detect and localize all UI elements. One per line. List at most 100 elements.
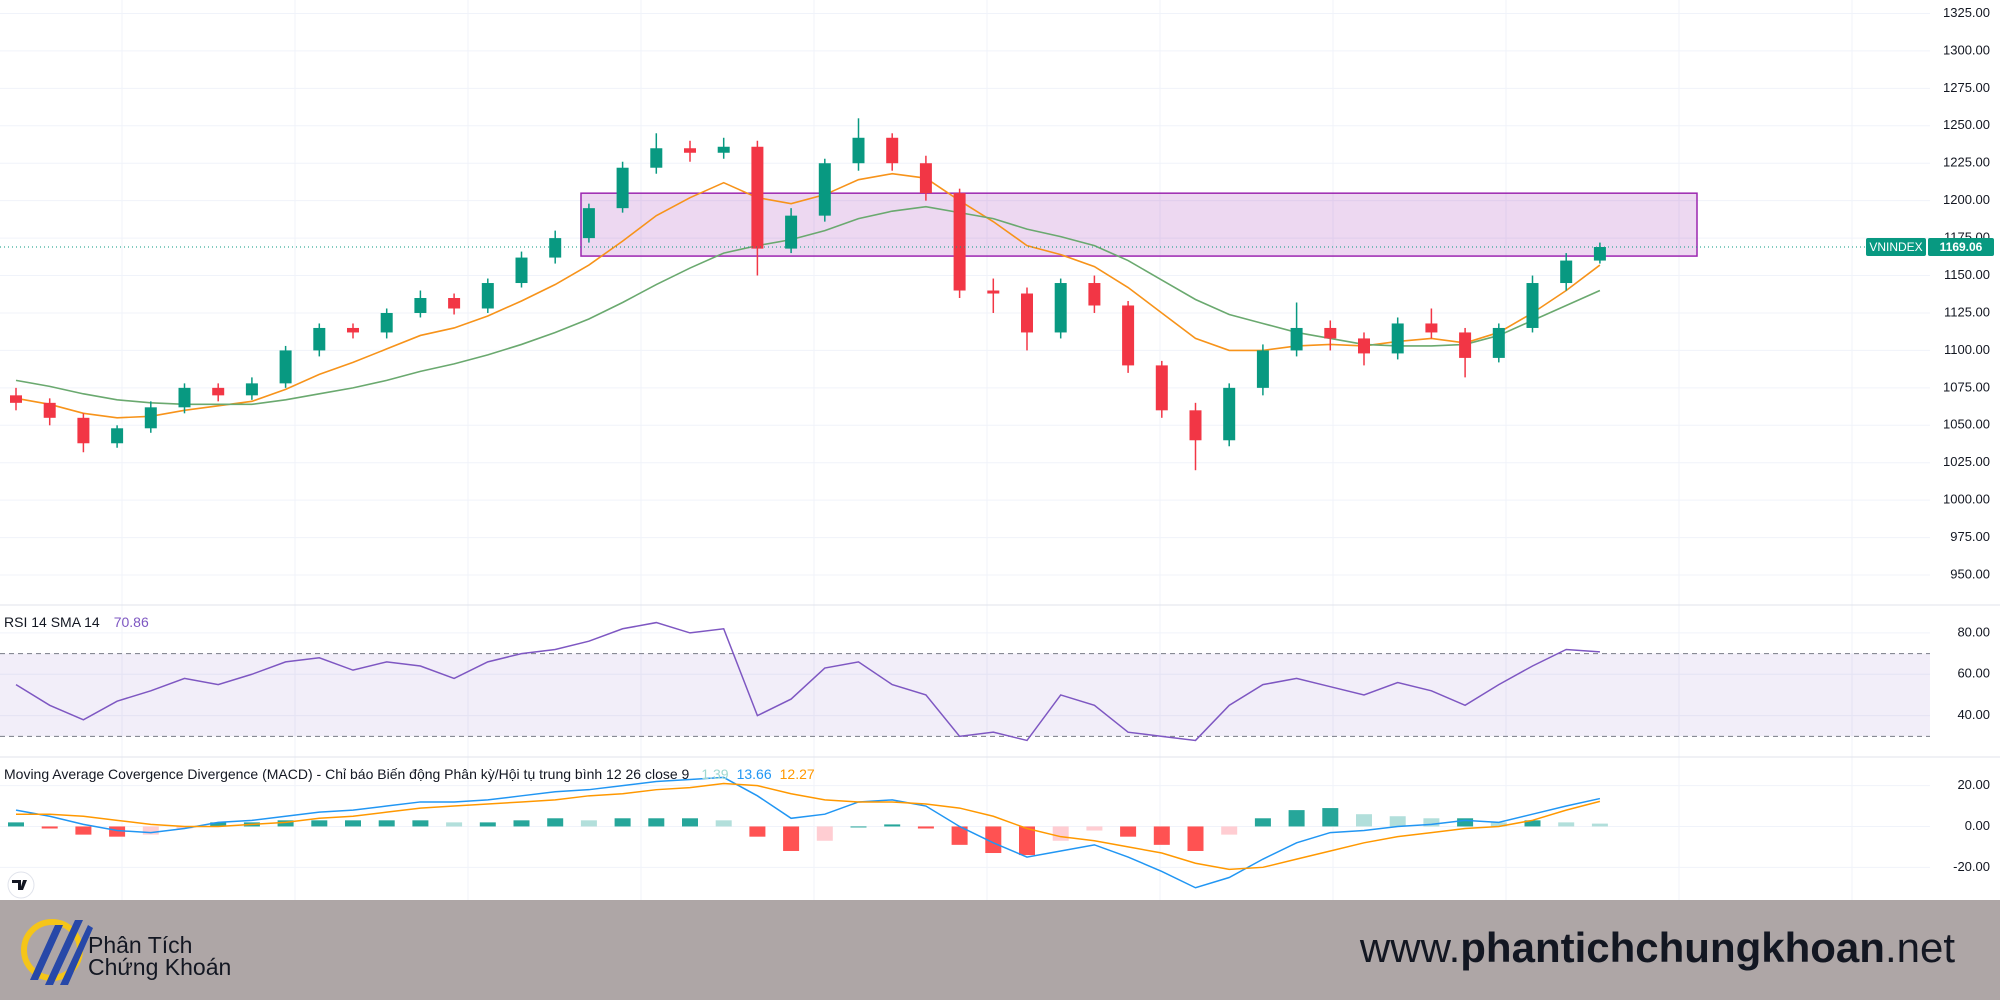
candle-body — [178, 387, 191, 408]
candle-body — [380, 312, 393, 333]
histogram-bar — [345, 820, 361, 827]
candle-body — [43, 402, 56, 418]
moving-average-line — [15, 172, 1601, 419]
histogram-bar — [1558, 822, 1575, 827]
candle-body — [212, 387, 225, 396]
candle-body — [650, 148, 663, 168]
candle-body — [1492, 327, 1505, 358]
candle-body — [751, 146, 764, 249]
histogram-bar — [985, 826, 1002, 854]
logo-text-line1: Phân Tích — [88, 932, 192, 958]
histogram-bar — [1187, 826, 1204, 851]
candle-body — [1088, 283, 1101, 306]
resistance-zone — [580, 192, 1698, 257]
histogram-bar — [1490, 822, 1507, 827]
histogram-bar — [311, 820, 328, 827]
y-tick-label: 1000.00 — [1943, 492, 1990, 507]
candle-body — [347, 327, 359, 333]
y-tick-label: 1050.00 — [1943, 417, 1990, 432]
rsi-value: 70.86 — [114, 614, 149, 630]
y-tick-label: 1275.00 — [1943, 80, 1990, 95]
candle-body — [818, 163, 831, 216]
y-tick-label: 1025.00 — [1943, 454, 1990, 469]
candle-body — [684, 148, 696, 153]
candle-body — [1223, 387, 1236, 441]
histogram-bar — [648, 818, 665, 827]
histogram-bar — [1322, 808, 1339, 827]
y-tick-label: 975.00 — [1950, 529, 1990, 544]
candle-body — [313, 327, 326, 351]
price-label: 1169.06 — [1940, 240, 1983, 254]
candle-body — [616, 167, 629, 209]
candle-body — [886, 137, 899, 164]
candle-body — [953, 193, 966, 291]
candle-body — [245, 383, 258, 396]
candle-body — [1358, 338, 1370, 354]
candle-body — [1155, 365, 1168, 411]
histogram-bar — [749, 826, 766, 837]
candle-body — [1021, 293, 1033, 333]
signal-line — [16, 782, 1601, 871]
histogram-bar — [682, 818, 698, 827]
candle-body — [1391, 323, 1404, 354]
moving-average-line — [15, 205, 1601, 406]
histogram-bar — [1019, 826, 1035, 856]
histogram-bar — [378, 820, 395, 827]
y-tick-label: 20.00 — [1957, 777, 1990, 792]
website-prefix: www. — [1359, 924, 1460, 971]
y-tick-label: -20.00 — [1953, 859, 1990, 874]
y-tick-label: 1125.00 — [1944, 304, 1990, 319]
footer-logo-icon — [21, 919, 93, 985]
y-tick-label: 0.00 — [1965, 818, 1990, 833]
histogram-bar — [850, 826, 867, 828]
rsi-line — [15, 621, 1600, 742]
symbol-tag — [1866, 238, 1926, 257]
histogram-bar — [75, 826, 92, 835]
candle-body — [987, 290, 1000, 294]
candle-body — [1324, 327, 1337, 339]
histogram-bar — [1389, 816, 1406, 827]
candle-body — [1189, 410, 1202, 441]
histogram-bar — [1052, 826, 1069, 841]
histogram-bar — [547, 818, 564, 827]
histogram-bar — [513, 820, 530, 827]
histogram-bar — [446, 822, 463, 827]
y-tick-label: 40.00 — [1957, 707, 1990, 722]
y-tick-label: 1200.00 — [1943, 192, 1990, 207]
candle-body — [919, 163, 932, 194]
histogram-bar — [412, 820, 429, 827]
candle-body — [717, 146, 730, 153]
histogram-bar — [1423, 818, 1440, 827]
candle-body — [549, 238, 562, 258]
histogram-bar — [8, 822, 24, 827]
histogram-bar — [951, 826, 968, 845]
candle-body — [1560, 260, 1573, 284]
vertical-grid — [121, 0, 1853, 900]
histogram-bar — [1457, 818, 1474, 827]
histogram-bar — [1086, 826, 1103, 831]
y-tick-label: 950.00 — [1950, 566, 1990, 581]
histogram-bar — [176, 826, 193, 829]
y-tick-label: 1225.00 — [1943, 155, 1990, 170]
signal-value: 12.27 — [780, 766, 815, 782]
candle-body — [582, 208, 595, 239]
candle-body — [1425, 323, 1438, 333]
candle-body — [279, 350, 292, 384]
macd-legend: Moving Average Covergence Divergence (MA… — [4, 766, 815, 782]
footer — [0, 900, 2000, 1000]
histogram-bar — [1221, 826, 1238, 835]
candle-body — [1593, 247, 1606, 261]
rsi-band — [0, 653, 1930, 737]
website-name: phantichchungkhoan — [1460, 924, 1885, 971]
histogram-bar — [580, 820, 597, 827]
histogram-bar — [479, 822, 496, 827]
macd-line — [15, 776, 1601, 889]
candle-body — [1459, 332, 1472, 358]
histogram-bar — [142, 826, 159, 835]
histogram-bar — [917, 826, 934, 829]
candle-body — [1054, 283, 1067, 333]
histogram-bar — [884, 824, 901, 827]
histogram-bar — [715, 820, 732, 827]
candle-body — [481, 283, 494, 309]
